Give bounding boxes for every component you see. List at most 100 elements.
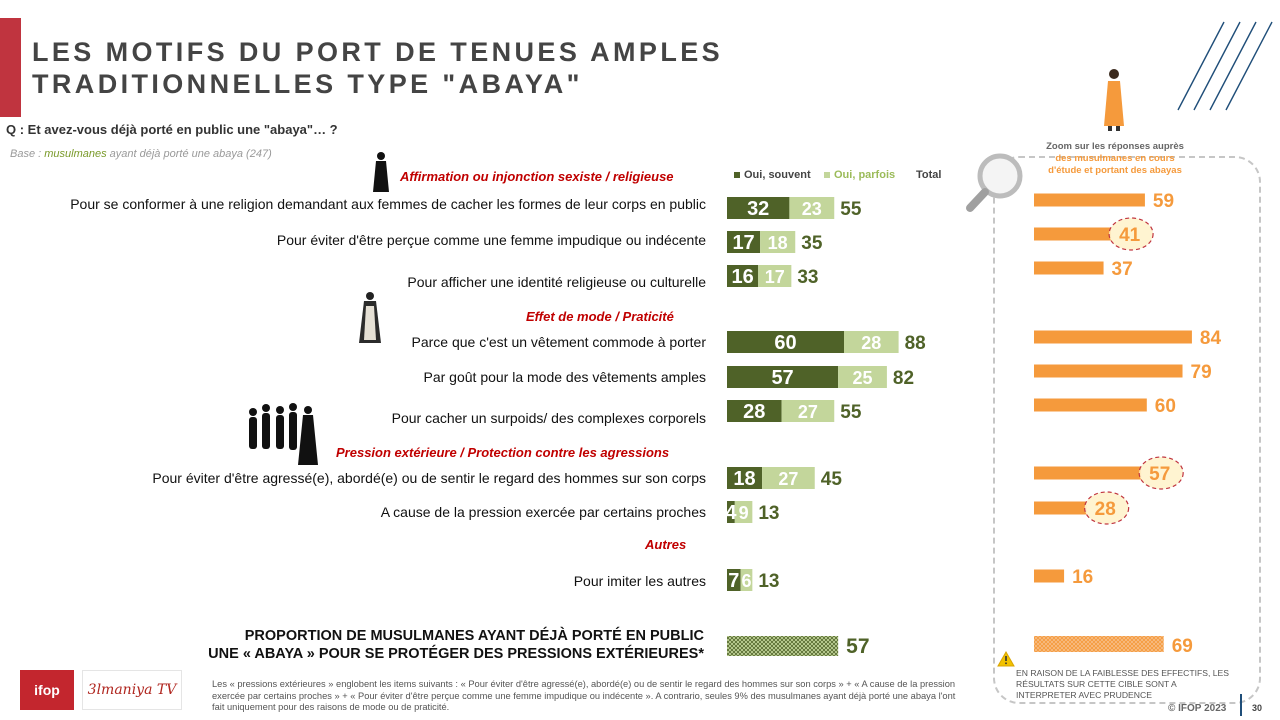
zoom-bar-8	[1034, 501, 1087, 515]
category-label-1: Affirmation ou injonction sexiste / reli…	[400, 169, 674, 184]
woman-figure-icon	[1104, 69, 1124, 131]
item-label-2: Pour éviter d'être perçue comme une femm…	[276, 232, 706, 248]
zoom-highlight-8	[1084, 491, 1130, 525]
item-label-5: Par goût pour la mode des vêtements ampl…	[423, 369, 707, 385]
magnifier-icon	[966, 153, 1023, 212]
item-label-6: Pour cacher un surpoids/ des complexes c…	[391, 410, 706, 426]
item-label-1: Pour se conformer à une religion demanda…	[70, 196, 706, 212]
value-sometimes-5: 25	[853, 368, 873, 388]
value-often-3: 16	[731, 266, 753, 288]
value-total-8: 13	[758, 503, 779, 524]
summary-label-line-2: UNE « ABAYA » POUR SE PROTÉGER DES PRESS…	[208, 646, 704, 662]
bar-often-5	[727, 366, 839, 388]
bar-sometimes-4	[844, 331, 899, 353]
value-sometimes-9: 6	[741, 571, 751, 591]
zoom-value-9: 16	[1072, 567, 1093, 588]
zoom-value-1: 59	[1153, 191, 1174, 212]
value-often-2: 17	[732, 232, 754, 254]
bar-often-6	[727, 400, 782, 422]
value-often-8: 4	[725, 502, 737, 524]
bar-sometimes-3	[758, 265, 792, 287]
zoom-value-7: 57	[1149, 464, 1170, 485]
legend-total: Total	[916, 169, 941, 181]
zoom-value-4: 84	[1200, 328, 1222, 349]
summary-label: PROPORTION DE MUSULMANES AYANT DÉJÀ PORT…	[208, 627, 704, 663]
category-label-3: Pression extérieure / Protection contre …	[336, 445, 670, 460]
zoom-header: Zoom sur les réponses auprès des musulma…	[1040, 141, 1190, 177]
page-title-line-1: LES MOTIFS DU PORT DE TENUES AMPLES	[32, 37, 724, 67]
value-often-9: 7	[728, 570, 739, 592]
fashion-figure-icon	[359, 292, 381, 343]
3lmaniya-tv-logo: 3lmaniya TV	[82, 670, 182, 710]
abaya-figure-icon	[373, 152, 389, 192]
zoom-highlight-7	[1138, 456, 1184, 490]
zoom-frame	[993, 156, 1261, 704]
item-label-7: Pour éviter d'être agressé(e), abordé(e)…	[152, 470, 706, 486]
main-bars: 32 23 55 17 18 35 16 17 33 60 28 88 57 25 82 28 27 55 18 27…	[725, 197, 926, 658]
bar-often-9	[727, 569, 741, 591]
page-separator	[1240, 694, 1242, 716]
value-sometimes-4: 28	[861, 333, 881, 353]
value-often-4: 60	[774, 332, 796, 354]
question-text: Q : Et avez-vous déjà porté en public un…	[6, 122, 338, 137]
value-sometimes-6: 27	[798, 402, 818, 422]
bar-sometimes-6	[781, 400, 835, 422]
value-total-6: 55	[840, 402, 862, 423]
ifop-logo-text: ifop	[34, 682, 60, 698]
value-total-7: 45	[821, 469, 843, 490]
page-title-line-2: TRADITIONNELLES TYPE "ABAYA"	[32, 69, 583, 99]
zoom-header-line-2: des musulmanes en cours	[1055, 153, 1175, 164]
zoom-value-8: 28	[1095, 499, 1116, 520]
zoom-bar-3	[1034, 261, 1104, 275]
bar-often-4	[727, 331, 844, 353]
title-accent-bar	[0, 18, 21, 117]
bar-sometimes-5	[838, 366, 887, 388]
bar-sometimes-7	[762, 467, 815, 489]
zoom-bar-9	[1034, 569, 1065, 583]
value-sometimes-3: 17	[765, 267, 785, 287]
category-label-2: Effet de mode / Praticité	[526, 309, 674, 324]
legend-often: Oui, souvent	[734, 169, 811, 181]
value-total-5: 82	[893, 368, 914, 389]
zoom-summary-value: 69	[1172, 636, 1193, 657]
bar-often-2	[727, 231, 761, 253]
copyright: © IFOP 2023	[1168, 703, 1227, 714]
decorative-lines	[1177, 21, 1273, 111]
value-often-6: 28	[743, 401, 765, 423]
zoom-bar-4	[1034, 330, 1192, 344]
summary-label-line-1: PROPORTION DE MUSULMANES AYANT DÉJÀ PORT…	[244, 628, 704, 644]
legend-often-swatch	[734, 172, 740, 178]
item-label-8: A cause de la pression exercée par certa…	[380, 504, 706, 520]
bar-often-1	[727, 197, 790, 219]
bar-often-8	[727, 501, 735, 523]
group-silhouettes-icon	[249, 403, 318, 465]
item-label-9: Pour imiter les autres	[573, 573, 706, 589]
summary-bar	[727, 636, 839, 656]
page-number: 30	[1252, 703, 1263, 713]
summary-value: 57	[846, 635, 869, 658]
page-title: LES MOTIFS DU PORT DE TENUES AMPLES TRAD…	[32, 36, 772, 100]
legend-sometimes-label: Oui, parfois	[834, 169, 896, 181]
3lmaniya-tv-logo-text: 3lmaniya TV	[87, 682, 177, 698]
category-label-4: Autres	[645, 537, 687, 552]
bar-sometimes-9	[740, 569, 753, 591]
bar-often-3	[727, 265, 759, 287]
warning-text: EN RAISON DE LA FAIBLESSE DES EFFECTIFS,…	[1016, 668, 1229, 700]
bar-sometimes-8	[734, 501, 753, 523]
legend-total-label: Total	[916, 169, 942, 181]
value-total-1: 55	[840, 199, 862, 220]
item-label-3: Pour afficher une identité religieuse ou…	[407, 274, 706, 290]
legend-sometimes: Oui, parfois	[824, 169, 895, 181]
value-often-1: 32	[747, 198, 769, 220]
bar-sometimes-2	[760, 231, 796, 253]
value-often-5: 57	[771, 367, 793, 389]
zoom-value-5: 79	[1191, 362, 1212, 383]
zoom-bar-2	[1034, 227, 1112, 241]
value-total-2: 35	[801, 233, 823, 254]
legend-often-label: Oui, souvent	[744, 169, 811, 181]
footnote: Les « pressions extérieures » englobent …	[212, 679, 956, 713]
zoom-value-2: 41	[1119, 225, 1141, 246]
value-total-3: 33	[797, 267, 818, 288]
legend-sometimes-swatch	[824, 172, 830, 178]
